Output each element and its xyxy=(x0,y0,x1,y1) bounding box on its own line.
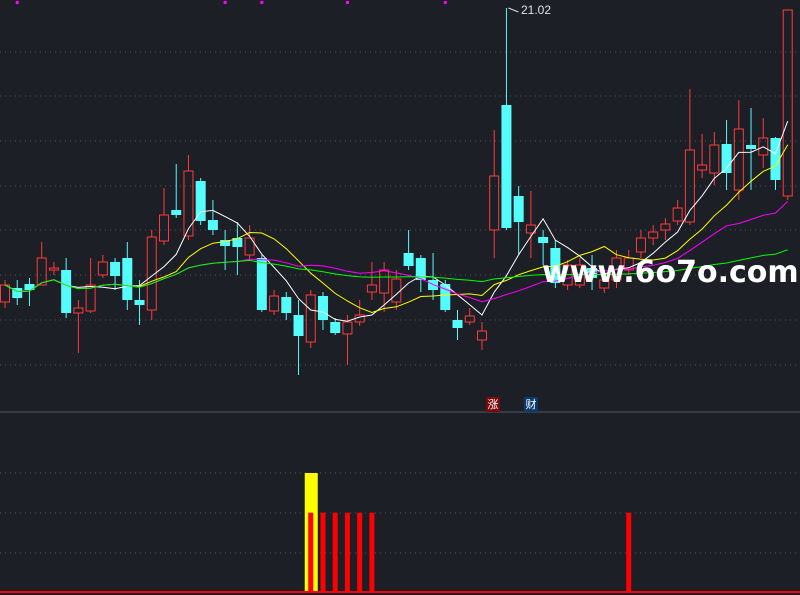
indicator-red-bar xyxy=(332,512,338,592)
candle-up xyxy=(305,294,316,343)
candle-down xyxy=(110,262,121,276)
candle-up xyxy=(525,224,536,234)
candle-up xyxy=(0,284,10,303)
cai-badge[interactable]: 财 xyxy=(524,397,538,412)
candle-up xyxy=(476,330,487,341)
candle-up xyxy=(391,278,402,303)
candle-up xyxy=(782,9,793,197)
candle-down xyxy=(440,284,451,310)
candle-down xyxy=(721,144,732,173)
candle-up xyxy=(36,257,47,286)
candle-up xyxy=(158,214,169,242)
candle-down xyxy=(415,258,426,280)
candle-up xyxy=(599,279,610,289)
candle-up xyxy=(244,237,255,256)
candle-up xyxy=(635,237,646,253)
top-marker xyxy=(15,1,19,4)
candle-down xyxy=(195,181,206,221)
candle-up xyxy=(648,231,659,239)
candle-down xyxy=(12,288,23,298)
candle-up xyxy=(48,267,59,271)
candle-up xyxy=(73,307,84,314)
top-marker xyxy=(223,1,227,4)
high-arrow xyxy=(508,7,519,13)
candle-down xyxy=(538,237,549,243)
zhang-badge[interactable]: 涨 xyxy=(486,397,500,412)
candle-down xyxy=(513,196,524,222)
candle-down xyxy=(452,320,463,328)
indicator-red-bar xyxy=(308,512,314,592)
candle-up xyxy=(183,170,194,237)
candle-down xyxy=(122,258,133,300)
candle-down xyxy=(61,270,72,313)
candle-up xyxy=(489,175,500,231)
candle-down xyxy=(501,105,512,228)
candle-down xyxy=(232,238,243,247)
watermark: www.6o7o.com xyxy=(542,255,799,290)
candle-down xyxy=(220,240,231,246)
candle-up xyxy=(574,264,585,286)
top-marker xyxy=(345,1,349,4)
top-marker xyxy=(443,1,447,4)
candle-up xyxy=(684,149,695,223)
candle-up xyxy=(85,284,96,312)
candle-up xyxy=(146,236,157,311)
candle-down xyxy=(24,284,35,290)
candle-up xyxy=(709,144,720,174)
high-price-label: 21.02 xyxy=(521,3,552,17)
candle-up xyxy=(366,284,377,293)
indicator-red-bar xyxy=(320,512,326,592)
candle-down xyxy=(281,297,292,313)
candle-up xyxy=(97,261,108,276)
candle-down xyxy=(550,248,561,283)
top-marker xyxy=(260,1,264,4)
candle-down xyxy=(317,296,328,320)
candle-up xyxy=(672,207,683,222)
candle-down xyxy=(256,258,267,310)
candle-up xyxy=(758,137,769,156)
indicator-red-bar xyxy=(369,512,375,592)
candle-down xyxy=(770,138,781,180)
candle-up xyxy=(342,321,353,335)
candle-up xyxy=(660,223,671,231)
candle-up xyxy=(269,295,280,312)
candle-down xyxy=(207,220,218,230)
candle-up xyxy=(464,315,475,323)
candle-up xyxy=(697,164,708,171)
indicator-red-bar xyxy=(626,512,632,592)
candle-down xyxy=(293,315,304,336)
candle-up xyxy=(733,128,744,191)
candle-down xyxy=(330,322,341,333)
candle-down xyxy=(403,253,414,266)
candle-down xyxy=(134,300,145,305)
indicator-red-bar xyxy=(357,512,363,592)
candle-down xyxy=(171,210,182,215)
candle-up xyxy=(379,269,390,294)
candle-down xyxy=(746,145,757,149)
ma60-line xyxy=(4,249,788,293)
indicator-red-bar xyxy=(344,512,350,592)
